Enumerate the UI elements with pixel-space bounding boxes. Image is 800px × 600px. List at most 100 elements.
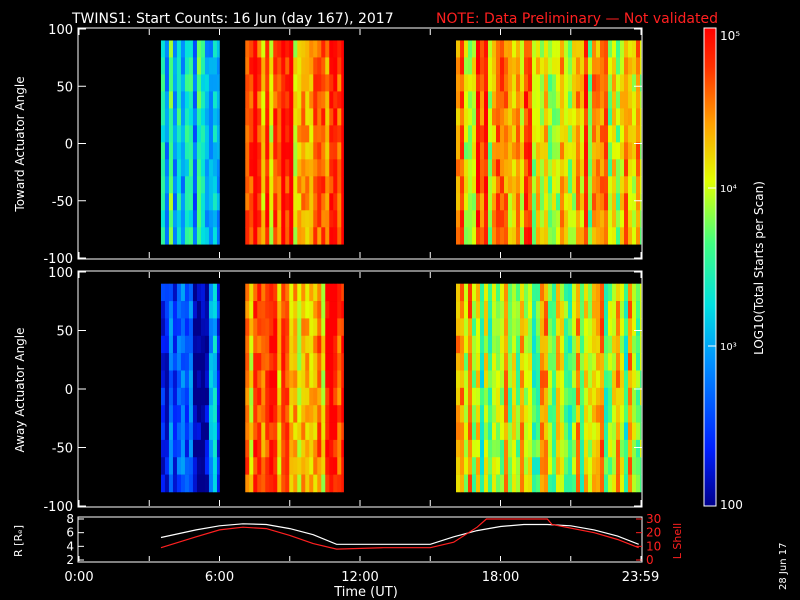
- heatmap-cell: [337, 283, 342, 302]
- heatmap-cell: [604, 335, 609, 354]
- heatmap-cell: [180, 422, 186, 441]
- heatmap-cell: [196, 353, 202, 371]
- top-heatmap: [160, 40, 642, 245]
- heatmap-cell: [468, 74, 473, 92]
- heatmap-cell: [321, 439, 326, 458]
- heatmap-cell: [576, 422, 581, 441]
- heatmap-cell: [628, 474, 633, 493]
- heatmap-cell: [552, 57, 557, 75]
- heatmap-cell: [508, 335, 513, 354]
- heatmap-cell: [464, 142, 469, 160]
- heatmap-cell: [596, 353, 601, 371]
- heatmap-cell: [568, 474, 573, 493]
- heatmap-cell: [564, 159, 569, 177]
- heatmap-cell: [180, 335, 186, 354]
- heatmap-cell: [317, 387, 322, 406]
- heatmap-cell: [204, 159, 210, 177]
- heatmap-cell: [540, 227, 545, 245]
- heatmap-cell: [261, 125, 266, 143]
- heatmap-cell: [624, 457, 629, 475]
- heatmap-cell: [317, 108, 322, 126]
- heatmap-cell: [560, 91, 565, 109]
- heatmap-cell: [504, 74, 509, 92]
- heatmap-cell: [548, 301, 553, 319]
- heatmap-cell: [488, 57, 493, 75]
- heatmap-cell: [317, 227, 322, 245]
- heatmap-cell: [216, 405, 220, 423]
- heatmap-cell: [333, 301, 338, 319]
- heatmap-cell: [512, 370, 517, 389]
- heatmap-cell: [572, 74, 577, 92]
- heatmap-cell: [484, 74, 489, 92]
- heatmap-cell: [528, 108, 533, 126]
- heatmap-cell: [624, 387, 629, 406]
- heatmap-cell: [524, 387, 529, 406]
- heatmap-cell: [488, 387, 493, 406]
- heatmap-cell: [184, 193, 190, 211]
- heatmap-cell: [257, 108, 262, 126]
- heatmap-cell: [520, 439, 525, 458]
- heatmap-cell: [309, 335, 314, 354]
- heatmap-cell: [301, 193, 306, 211]
- heatmap-cell: [536, 159, 541, 177]
- heatmap-cell: [604, 387, 609, 406]
- heatmap-cell: [488, 142, 493, 160]
- heatmap-cell: [333, 422, 338, 441]
- heatmap-cell: [168, 57, 174, 75]
- heatmap-cell: [333, 335, 338, 354]
- heatmap-cell: [496, 318, 501, 337]
- heatmap-cell: [492, 210, 497, 228]
- heatmap-cell: [176, 405, 182, 423]
- heatmap-cell: [476, 57, 481, 75]
- heatmap-cell: [208, 301, 214, 319]
- heatmap-cell: [281, 176, 286, 194]
- heatmap-cell: [544, 57, 549, 75]
- heatmap-cell: [456, 176, 461, 194]
- orbit-right-tick-label: 20: [646, 526, 661, 540]
- heatmap-cell: [265, 439, 270, 458]
- heatmap-cell: [552, 40, 557, 58]
- heatmap-cell: [281, 405, 286, 423]
- heatmap-cell: [560, 57, 565, 75]
- heatmap-cell: [544, 193, 549, 211]
- r-distance-line: [160, 523, 639, 545]
- heatmap-cell: [580, 40, 585, 58]
- heatmap-cell: [253, 422, 258, 441]
- heatmap-cell: [492, 108, 497, 126]
- heatmap-cell: [564, 439, 569, 458]
- heatmap-cell: [572, 474, 577, 493]
- heatmap-cell: [341, 91, 344, 109]
- heatmap-cell: [532, 335, 537, 354]
- heatmap-cell: [576, 335, 581, 354]
- heatmap-cell: [184, 353, 190, 371]
- heatmap-cell: [620, 176, 625, 194]
- heatmap-cell: [624, 108, 629, 126]
- heatmap-cell: [305, 335, 310, 354]
- heatmap-cell: [608, 439, 613, 458]
- heatmap-cell: [496, 405, 501, 423]
- heatmap-cell: [528, 457, 533, 475]
- heatmap-cell: [269, 91, 274, 109]
- heatmap-cell: [536, 108, 541, 126]
- heatmap-cell: [628, 108, 633, 126]
- heatmap-cell: [305, 227, 310, 245]
- heatmap-cell: [512, 57, 517, 75]
- heatmap-cell: [624, 370, 629, 389]
- heatmap-cell: [265, 387, 270, 406]
- heatmap-cell: [249, 370, 254, 389]
- heatmap-cell: [273, 193, 278, 211]
- heatmap-cell: [628, 159, 633, 177]
- heatmap-cell: [196, 176, 202, 194]
- heatmap-cell: [472, 405, 477, 423]
- heatmap-cell: [592, 283, 597, 302]
- heatmap-cell: [628, 387, 633, 406]
- heatmap-cell: [317, 193, 322, 211]
- heatmap-cell: [285, 142, 290, 160]
- heatmap-cell: [504, 159, 509, 177]
- heatmap-cell: [285, 40, 290, 58]
- heatmap-cell: [632, 370, 637, 389]
- heatmap-cell: [333, 318, 338, 337]
- heatmap-cell: [273, 176, 278, 194]
- heatmap-cell: [636, 125, 641, 143]
- heatmap-cell: [200, 474, 206, 493]
